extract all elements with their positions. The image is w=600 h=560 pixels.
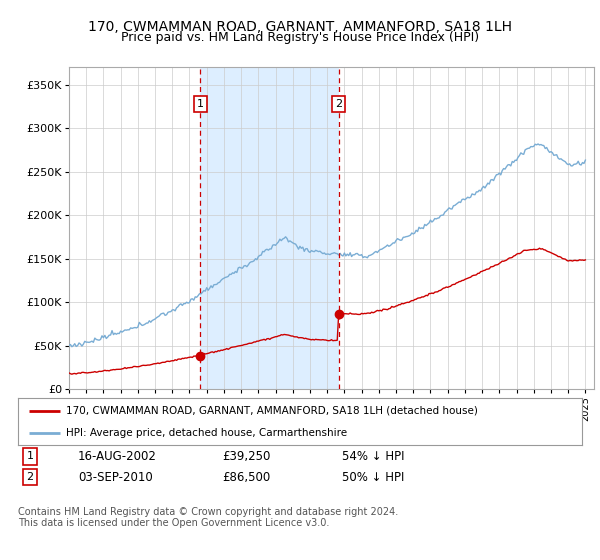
Text: 1: 1 [26,451,34,461]
Text: HPI: Average price, detached house, Carmarthenshire: HPI: Average price, detached house, Carm… [66,428,347,438]
Text: 170, CWMAMMAN ROAD, GARNANT, AMMANFORD, SA18 1LH: 170, CWMAMMAN ROAD, GARNANT, AMMANFORD, … [88,20,512,34]
Text: £39,250: £39,250 [222,450,271,463]
Text: 2: 2 [335,99,342,109]
Text: 170, CWMAMMAN ROAD, GARNANT, AMMANFORD, SA18 1LH (detached house): 170, CWMAMMAN ROAD, GARNANT, AMMANFORD, … [66,406,478,416]
Text: 50% ↓ HPI: 50% ↓ HPI [342,470,404,484]
Text: Price paid vs. HM Land Registry's House Price Index (HPI): Price paid vs. HM Land Registry's House … [121,31,479,44]
Text: £86,500: £86,500 [222,470,270,484]
Text: 1: 1 [197,99,204,109]
Text: 2: 2 [26,472,34,482]
Text: 03-SEP-2010: 03-SEP-2010 [78,470,153,484]
Bar [200,67,338,389]
Text: 54% ↓ HPI: 54% ↓ HPI [342,450,404,463]
Text: Contains HM Land Registry data © Crown copyright and database right 2024.
This d: Contains HM Land Registry data © Crown c… [18,507,398,529]
Text: 16-AUG-2002: 16-AUG-2002 [78,450,157,463]
